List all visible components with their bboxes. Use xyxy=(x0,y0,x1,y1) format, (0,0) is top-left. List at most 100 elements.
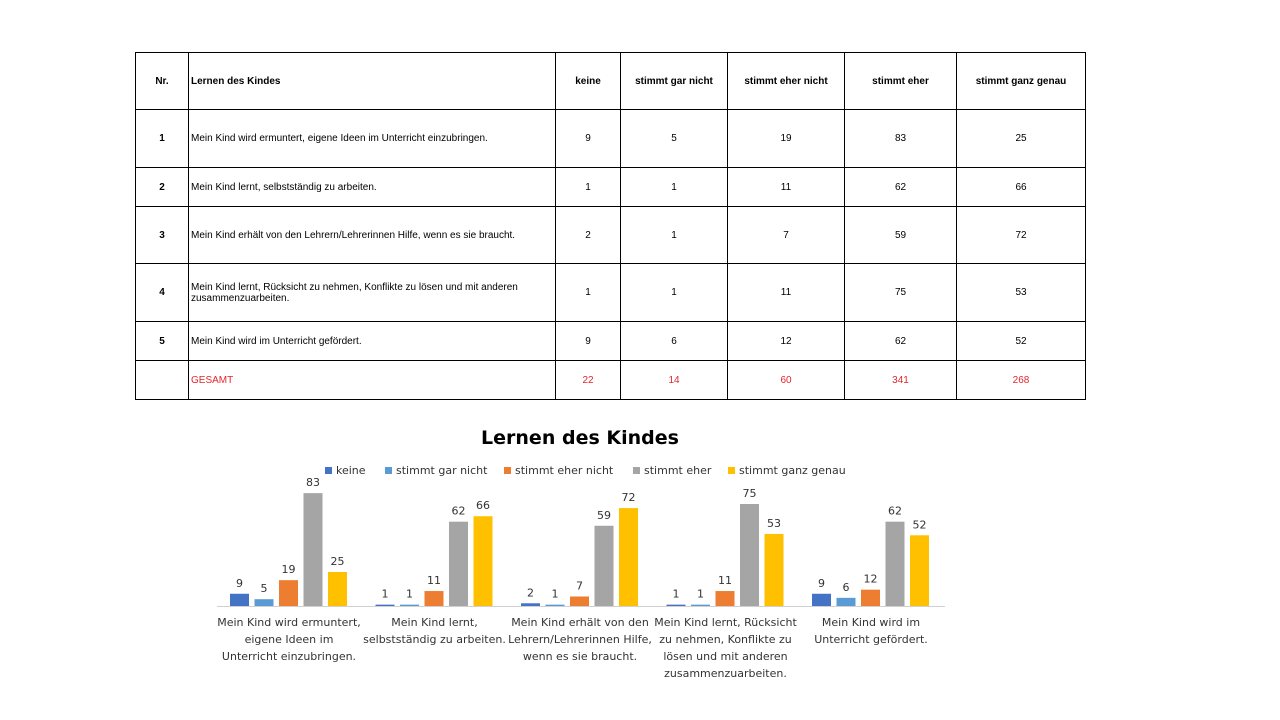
data-label: 6 xyxy=(843,581,850,594)
data-label: 72 xyxy=(622,491,636,504)
header-nr: Nr. xyxy=(135,52,189,110)
bar xyxy=(715,591,735,606)
cell-value: 1 xyxy=(620,206,728,264)
header-stimmt-eher: stimmt eher xyxy=(844,52,957,110)
legend-label: stimmt eher nicht xyxy=(515,464,614,477)
category-label-line: Mein Kind lernt, Rücksicht xyxy=(654,616,797,629)
data-label: 62 xyxy=(452,505,466,518)
cell-value: 1 xyxy=(555,167,621,207)
table-row: 4 Mein Kind lernt, Rücksicht zu nehmen, … xyxy=(135,263,1086,322)
row-nr: 3 xyxy=(135,206,189,264)
total-value: 341 xyxy=(844,360,957,400)
cell-value: 75 xyxy=(844,263,957,322)
legend-swatch xyxy=(633,467,640,474)
legend-label: keine xyxy=(336,464,366,477)
cell-value: 62 xyxy=(844,167,957,207)
category-label-line: Unterricht gefördert. xyxy=(814,633,928,646)
table-header-row: Nr. Lernen des Kindes keine stimmt gar n… xyxy=(135,52,1086,110)
cell-value: 66 xyxy=(956,167,1086,207)
bar xyxy=(230,593,249,606)
bar xyxy=(910,535,929,606)
data-label: 7 xyxy=(576,579,583,592)
total-value: 268 xyxy=(956,360,1086,400)
data-label: 19 xyxy=(282,563,296,576)
bar xyxy=(666,604,686,606)
cell-value: 7 xyxy=(727,206,845,264)
bar xyxy=(279,580,298,606)
legend-swatch xyxy=(504,467,511,474)
bar xyxy=(254,599,274,606)
category-label: Mein Kind lernt, selbstständig zu arbeite… xyxy=(363,616,506,646)
legend-swatch xyxy=(728,467,735,474)
legend-label: stimmt eher xyxy=(644,464,712,477)
category-label-line: Mein Kind wird ermuntert, xyxy=(217,616,361,629)
category-label-line: wenn es sie braucht. xyxy=(523,650,637,663)
category-label-line: Unterricht einzubringen. xyxy=(222,650,356,663)
category-label-line: Mein Kind lernt, xyxy=(391,616,477,629)
bar xyxy=(885,521,905,606)
survey-table: Nr. Lernen des Kindes keine stimmt gar n… xyxy=(135,52,1086,400)
bar xyxy=(521,603,540,606)
data-label: 12 xyxy=(864,573,878,586)
total-row: GESAMT 22 14 60 341 268 xyxy=(135,360,1086,400)
bar xyxy=(449,521,468,606)
total-value: 14 xyxy=(620,360,728,400)
category-label-line: Mein Kind wird im xyxy=(822,616,920,629)
cell-value: 25 xyxy=(956,109,1086,168)
bar xyxy=(691,604,710,606)
category-label-line: zu nehmen, Konflikte zu xyxy=(659,633,791,646)
bar xyxy=(545,604,565,606)
data-label: 1 xyxy=(382,588,389,601)
bar xyxy=(861,589,880,606)
data-label: 52 xyxy=(913,518,927,531)
cell-value: 59 xyxy=(844,206,957,264)
legend-swatch xyxy=(325,467,332,474)
bar xyxy=(400,604,419,606)
cell-value: 83 xyxy=(844,109,957,168)
header-stimmt-eher-nicht: stimmt eher nicht xyxy=(727,52,845,110)
category-label-line: Lehrern/Lehrerinnen Hilfe, xyxy=(508,633,652,646)
data-label: 1 xyxy=(697,588,704,601)
cell-value: 9 xyxy=(555,321,621,361)
data-label: 9 xyxy=(818,577,825,590)
data-label: 1 xyxy=(552,588,559,601)
category-label: Mein Kind erhält von den Lehrern/Lehrerin… xyxy=(508,616,652,663)
category-label: Mein Kind wird im Unterricht gefördert. xyxy=(814,616,928,646)
chart-legend: keine stimmt gar nicht stimmt eher nicht st… xyxy=(325,464,846,477)
data-label: 75 xyxy=(743,487,757,500)
total-label: GESAMT xyxy=(188,360,556,400)
cell-value: 9 xyxy=(555,109,621,168)
data-label: 9 xyxy=(236,577,243,590)
data-label: 66 xyxy=(476,499,490,512)
category-label: Mein Kind wird ermuntert, eigene Ideen im… xyxy=(217,616,361,663)
data-label: 25 xyxy=(331,555,345,568)
cell-value: 11 xyxy=(727,167,845,207)
data-label: 59 xyxy=(597,509,611,522)
bar xyxy=(740,504,759,606)
bar xyxy=(473,516,493,606)
cell-value: 1 xyxy=(620,167,728,207)
data-label: 1 xyxy=(673,588,680,601)
row-nr: 2 xyxy=(135,167,189,207)
bar xyxy=(812,593,831,606)
table-row: 3 Mein Kind erhält von den Lehrern/Lehre… xyxy=(135,206,1086,264)
data-label: 62 xyxy=(888,505,902,518)
category-label-line: zusammenzuarbeiten. xyxy=(664,667,787,680)
table-row: 2 Mein Kind lernt, selbstständig zu arbe… xyxy=(135,167,1086,207)
data-label: 53 xyxy=(767,517,781,530)
category-label-line: selbstständig zu arbeiten. xyxy=(363,633,506,646)
bar xyxy=(328,572,347,606)
bar xyxy=(424,591,444,606)
bar xyxy=(836,597,856,606)
total-value: 60 xyxy=(727,360,845,400)
bar xyxy=(303,493,323,606)
bar xyxy=(375,604,395,606)
row-item: Mein Kind lernt, selbstständig zu arbeit… xyxy=(188,167,556,207)
bar xyxy=(619,508,638,606)
category-label-line: eigene Ideen im xyxy=(245,633,334,646)
category-label-line: Mein Kind erhält von den xyxy=(511,616,649,629)
bar xyxy=(570,596,589,606)
row-item: Mein Kind lernt, Rücksicht zu nehmen, Ko… xyxy=(188,263,556,322)
